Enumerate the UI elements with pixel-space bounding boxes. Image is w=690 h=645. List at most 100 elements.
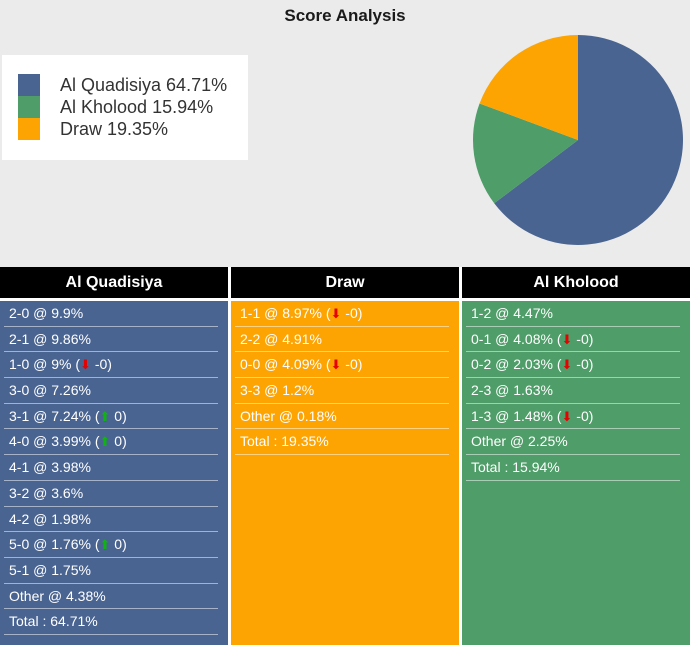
pie-slice-al-kholood (473, 103, 578, 204)
score-row: 0-1 @ 4.08% (⬇ -0) (466, 327, 680, 353)
trend-close-paren: ) (357, 356, 363, 373)
score-row-text: 1-2 @ 4.47% (471, 305, 553, 321)
total-row: Total : 64.71% (4, 609, 218, 635)
score-probability-table: Al Quadisiya 2-0 @ 9.9% 2-1 @ 9.86% 1-0 @ 9… (0, 267, 690, 645)
legend-label: Al Kholood 15.94% (60, 97, 214, 117)
trend-down-arrow-icon: ⬇ (330, 357, 342, 373)
pie-chart-section: Score Analysis Al Quadisiya 64.71% Al Kho… (0, 0, 690, 267)
score-row-text: 4-0 @ 3.99% (9, 433, 91, 450)
trend-close-paren: ) (588, 330, 594, 347)
column-body-al-kholood: 1-2 @ 4.47% 0-1 @ 4.08% (⬇ -0) 0-2 @ 2.03%… (462, 301, 690, 645)
trend-value: -0 (94, 356, 108, 373)
pie-slice-al-quadisiya (494, 35, 684, 245)
score-row: 2-0 @ 9.9% (4, 301, 218, 327)
trend-close-paren: ) (122, 433, 127, 450)
score-row-text: 0-1 @ 4.08% (471, 330, 553, 347)
score-row: 0-0 @ 4.09% (⬇ -0) (235, 352, 449, 379)
column-body-draw: 1-1 @ 8.97% (⬇ -0) 2-2 @ 4.91% 0-0 @ 4.09%… (231, 301, 459, 645)
trend-close-paren: ) (122, 536, 127, 553)
pie-chart (473, 35, 684, 245)
score-column-al-quadisiya: Al Quadisiya 2-0 @ 9.9% 2-1 @ 9.86% 1-0 @ 9… (0, 267, 228, 645)
trend-close-paren: ) (588, 407, 594, 424)
trend-close-paren: ) (357, 305, 363, 321)
score-row: 1-0 @ 9% (⬇ -0) (4, 352, 218, 379)
trend-value: 0 (114, 407, 123, 424)
score-row-text: 5-1 @ 1.75% (9, 561, 91, 578)
score-row-text: 4-1 @ 3.98% (9, 459, 91, 476)
trend-open-paren: ( (556, 407, 562, 424)
score-row-text: 3-2 @ 3.6% (9, 484, 84, 501)
score-row-text: 2-3 @ 1.63% (471, 382, 553, 399)
legend-label: Draw 19.35% (60, 119, 169, 139)
total-row: Total : 15.94% (466, 455, 680, 481)
trend-value: -0 (576, 330, 589, 347)
score-row: 4-2 @ 1.98% (4, 507, 218, 533)
trend-open-paren: ( (94, 433, 100, 450)
total-row: Total : 19.35% (235, 429, 449, 456)
legend-item: Al Quadisiya 64.71% (18, 74, 248, 96)
chart-title: Score Analysis (284, 6, 406, 25)
score-row-text: 2-2 @ 4.91% (240, 330, 322, 347)
trend-down-arrow-icon: ⬇ (80, 357, 91, 373)
trend-down-arrow-icon: ⬇ (561, 408, 573, 424)
score-row-text: 3-1 @ 7.24% (9, 407, 91, 424)
score-row: Other @ 2.25% (466, 429, 680, 456)
score-row-text: 4-2 @ 1.98% (9, 510, 91, 527)
trend-up-arrow-icon: ⬆ (99, 408, 111, 424)
trend-open-paren: ( (556, 356, 562, 373)
column-header-al-kholood: Al Kholood (462, 267, 690, 298)
pie-slice-draw (479, 35, 578, 140)
legend-swatch-icon (18, 118, 40, 140)
legend-swatch-icon (18, 96, 40, 118)
trend-open-paren: ( (556, 330, 562, 347)
score-column-draw: Draw 1-1 @ 8.97% (⬇ -0) 2-2 @ 4.91% 0-0 @ 4… (231, 267, 459, 645)
trend-down-arrow-icon: ⬇ (561, 331, 573, 347)
score-row: 5-1 @ 1.75% (4, 558, 218, 584)
column-body-al-quadisiya: 2-0 @ 9.9% 2-1 @ 9.86% 1-0 @ 9% (⬇ -0) 3-0 … (0, 301, 228, 645)
score-row: 4-0 @ 3.99% (⬆ 0) (4, 429, 218, 456)
score-row: 3-2 @ 3.6% (4, 481, 218, 507)
trend-value: 0 (114, 536, 123, 553)
trend-up-arrow-icon: ⬆ (99, 537, 111, 553)
score-row: 2-1 @ 9.86% (4, 327, 218, 353)
score-row-text: 3-0 @ 7.26% (9, 382, 91, 399)
score-row-text: 1-0 @ 9% (9, 356, 72, 373)
score-row-text: 5-0 @ 1.76% (9, 536, 91, 553)
score-row: 1-3 @ 1.48% (⬇ -0) (466, 404, 680, 430)
trend-value: -0 (345, 305, 358, 321)
trend-value: 0 (114, 433, 123, 450)
score-row-text: 0-0 @ 4.09% (240, 356, 322, 373)
score-row: 5-0 @ 1.76% (⬆ 0) (4, 532, 218, 558)
trend-value: -0 (576, 407, 589, 424)
score-row: Other @ 4.38% (4, 584, 218, 610)
trend-open-paren: ( (325, 305, 331, 321)
pie-legend: Al Quadisiya 64.71% Al Kholood 15.94% Draw… (2, 55, 248, 160)
trend-open-paren: ( (75, 356, 81, 373)
trend-down-arrow-icon: ⬇ (330, 306, 342, 321)
legend-swatch-icon (18, 74, 40, 96)
legend-item: Al Kholood 15.94% (18, 96, 248, 118)
score-row-text: Other @ 4.38% (9, 587, 106, 604)
score-row-text: Total : 64.71% (9, 613, 98, 630)
score-row-text: 2-0 @ 9.9% (9, 305, 84, 321)
column-header-draw: Draw (231, 267, 459, 298)
score-row-text: Total : 19.35% (240, 433, 329, 450)
score-row: Other @ 0.18% (235, 404, 449, 430)
score-row-text: Other @ 2.25% (471, 433, 568, 450)
legend-item: Draw 19.35% (18, 118, 248, 140)
trend-close-paren: ) (107, 356, 112, 373)
score-row: 3-1 @ 7.24% (⬆ 0) (4, 404, 218, 430)
score-row-text: 2-1 @ 9.86% (9, 330, 91, 347)
trend-open-paren: ( (325, 356, 331, 373)
score-row-text: Total : 15.94% (471, 459, 560, 476)
trend-value: -0 (576, 356, 589, 373)
score-row: 3-3 @ 1.2% (235, 378, 449, 404)
score-column-al-kholood: Al Kholood 1-2 @ 4.47% 0-1 @ 4.08% (⬇ -0) 0… (462, 267, 690, 645)
score-row: 4-1 @ 3.98% (4, 455, 218, 481)
score-row-text: Other @ 0.18% (240, 407, 337, 424)
trend-open-paren: ( (94, 407, 100, 424)
score-row: 1-2 @ 4.47% (466, 301, 680, 327)
column-header-al-quadisiya: Al Quadisiya (0, 267, 228, 298)
score-row-text: 1-3 @ 1.48% (471, 407, 553, 424)
